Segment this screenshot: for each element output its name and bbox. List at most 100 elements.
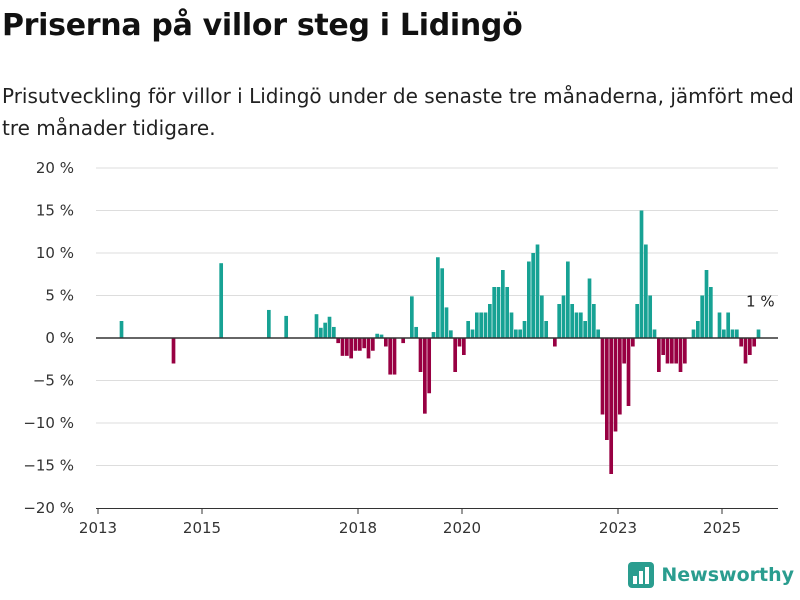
bar-positive bbox=[518, 329, 523, 338]
brand: Newsworthy bbox=[628, 562, 794, 588]
bar-negative bbox=[358, 338, 362, 351]
bar-positive bbox=[509, 312, 514, 338]
bar-negative bbox=[401, 338, 406, 344]
bar-negative bbox=[622, 338, 627, 364]
bar-negative bbox=[340, 338, 345, 356]
bar-positive bbox=[639, 210, 644, 338]
x-tick-label: 2018 bbox=[339, 519, 377, 537]
bar-positive bbox=[531, 253, 536, 338]
bar-positive bbox=[505, 287, 510, 338]
bar-positive bbox=[414, 326, 419, 338]
bar-positive bbox=[730, 329, 735, 338]
bar-positive bbox=[431, 332, 436, 338]
bar-positive bbox=[323, 322, 328, 338]
bar-positive bbox=[592, 304, 596, 338]
bar-negative bbox=[366, 338, 371, 359]
bar-negative bbox=[752, 338, 757, 347]
bar-positive bbox=[691, 329, 696, 338]
bar-positive bbox=[583, 321, 588, 338]
latest-value-label: 1 % bbox=[746, 293, 775, 311]
bar-negative bbox=[631, 338, 635, 347]
bar-negative bbox=[388, 338, 393, 375]
bar-positive bbox=[756, 329, 761, 338]
bar-positive bbox=[375, 333, 380, 338]
bar-positive bbox=[479, 312, 484, 338]
bar-negative bbox=[670, 338, 674, 364]
y-tick-label: 5 % bbox=[45, 287, 74, 305]
bar-negative bbox=[371, 338, 375, 351]
bar-positive bbox=[514, 329, 518, 338]
bar-positive bbox=[561, 295, 566, 338]
bar-positive bbox=[475, 312, 479, 338]
bar-negative bbox=[657, 338, 661, 372]
bar-negative bbox=[605, 338, 609, 440]
bar-positive bbox=[319, 327, 323, 338]
y-tick-label: 15 % bbox=[36, 202, 74, 220]
bar-positive bbox=[709, 287, 713, 338]
bar-positive bbox=[410, 296, 414, 338]
bar-negative bbox=[427, 338, 432, 394]
bar-positive bbox=[436, 257, 440, 338]
bar-negative bbox=[665, 338, 670, 364]
bar-positive bbox=[284, 315, 289, 338]
bar-positive bbox=[722, 329, 726, 338]
bar-negative bbox=[743, 338, 748, 364]
bar-negative bbox=[618, 338, 622, 415]
x-tick-label: 2013 bbox=[79, 519, 117, 537]
bar-negative bbox=[384, 338, 388, 347]
y-tick-label: 20 % bbox=[36, 159, 74, 177]
y-tick-label: −15 % bbox=[23, 457, 74, 475]
x-tick-label: 2025 bbox=[703, 519, 741, 537]
bar-positive bbox=[527, 261, 531, 338]
bar-positive bbox=[496, 287, 501, 338]
bar-positive bbox=[470, 329, 475, 338]
bar-positive bbox=[735, 329, 739, 338]
x-tick-label: 2020 bbox=[443, 519, 481, 537]
brand-name: Newsworthy bbox=[661, 564, 794, 586]
bar-negative bbox=[739, 338, 744, 347]
x-tick-label: 2023 bbox=[599, 519, 637, 537]
y-tick-label: 0 % bbox=[45, 329, 74, 347]
bar-positive bbox=[314, 314, 319, 338]
bar-positive bbox=[488, 304, 492, 338]
bar-negative bbox=[600, 338, 605, 415]
bar-positive bbox=[379, 334, 384, 338]
bar-positive bbox=[648, 295, 653, 338]
bar-negative bbox=[418, 338, 423, 372]
bar-positive bbox=[652, 329, 657, 338]
bar-negative bbox=[349, 338, 354, 359]
bar-positive bbox=[327, 316, 332, 338]
bar-positive bbox=[726, 312, 731, 338]
bar-positive bbox=[466, 321, 471, 338]
bar-negative bbox=[683, 338, 687, 364]
chart-subtitle: Prisutveckling för villor i Lidingö unde… bbox=[2, 84, 794, 140]
bar-negative bbox=[553, 338, 557, 347]
bar-negative bbox=[674, 338, 679, 364]
y-tick-label: −5 % bbox=[33, 372, 74, 390]
bar-negative bbox=[336, 338, 341, 344]
bar-positive bbox=[267, 309, 271, 338]
bar-positive bbox=[700, 295, 705, 338]
bar-positive bbox=[644, 244, 648, 338]
bar-negative bbox=[609, 338, 614, 474]
bar-negative bbox=[661, 338, 666, 355]
y-tick-label: −20 % bbox=[23, 499, 74, 517]
bar-positive bbox=[587, 278, 592, 338]
bar-negative bbox=[457, 338, 462, 347]
bar-positive bbox=[444, 307, 449, 338]
y-tick-label: −10 % bbox=[23, 414, 74, 432]
bar-positive bbox=[717, 312, 722, 338]
bar-positive bbox=[544, 321, 549, 338]
y-tick-label: 10 % bbox=[36, 244, 74, 262]
bar-negative bbox=[392, 338, 397, 375]
bar-negative bbox=[678, 338, 683, 372]
bar-positive bbox=[332, 326, 336, 338]
bar-positive bbox=[449, 330, 453, 338]
bar-positive bbox=[596, 329, 601, 338]
bar-positive bbox=[535, 244, 540, 338]
bar-positive bbox=[440, 268, 445, 338]
bar-positive bbox=[635, 304, 640, 338]
bar-negative bbox=[462, 338, 466, 355]
bar-negative bbox=[171, 338, 176, 364]
